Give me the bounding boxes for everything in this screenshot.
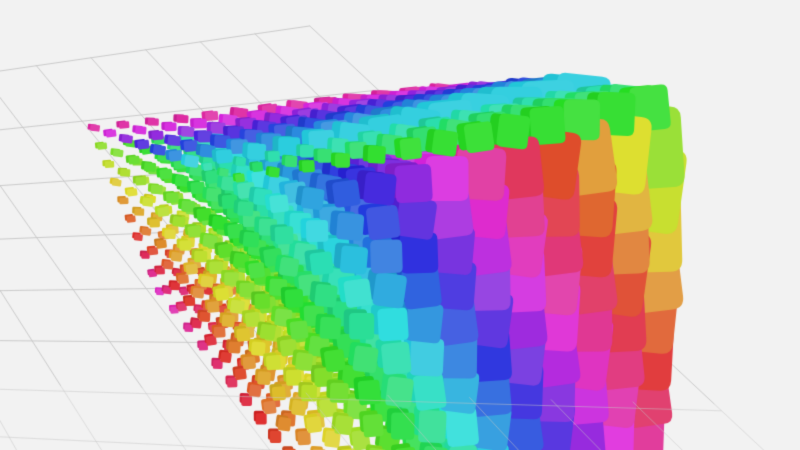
demo-viewport xyxy=(0,0,800,450)
webgl-render-canvas[interactable] xyxy=(0,0,800,450)
